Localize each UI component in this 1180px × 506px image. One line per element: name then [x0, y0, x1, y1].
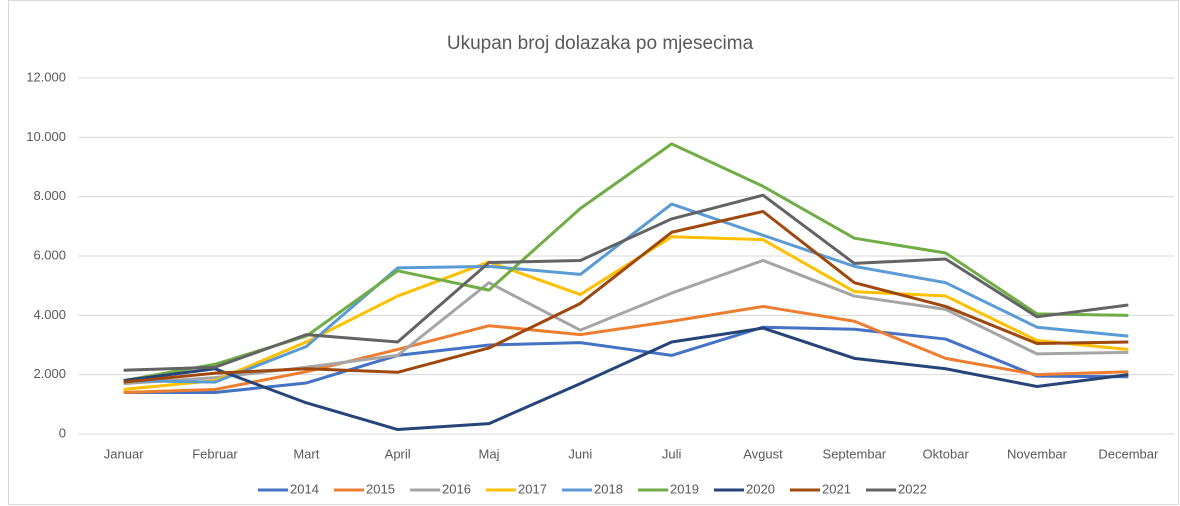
legend-label: 2018	[594, 481, 623, 496]
line-series	[123, 304, 1129, 394]
x-tick-label: Mart	[293, 446, 319, 461]
x-tick-label: Februar	[192, 446, 238, 461]
x-tick-label: Juli	[662, 446, 682, 461]
legend-label: 2022	[898, 481, 927, 496]
legend-label: 2017	[518, 481, 547, 496]
x-tick-label: Januar	[104, 446, 144, 461]
line-series	[123, 235, 1129, 391]
y-tick-label: 10.000	[26, 129, 66, 144]
x-tick-label: Novembar	[1007, 446, 1068, 461]
y-tick-label: 4.000	[33, 307, 66, 322]
y-tick-label: 2.000	[33, 366, 66, 381]
x-tick-label: Oktobar	[923, 446, 970, 461]
y-tick-label: 8.000	[33, 188, 66, 203]
chart-border	[8, 0, 1179, 505]
x-tick-label: Decembar	[1098, 446, 1159, 461]
chart-title: Ukupan broj dolazaka po mjesecima	[447, 33, 754, 54]
x-tick-label: Maj	[479, 446, 500, 461]
line-series	[123, 326, 1129, 432]
legend-label: 2015	[366, 481, 395, 496]
y-tick-label: 6.000	[33, 247, 66, 262]
line-series	[123, 210, 1129, 384]
legend-label: 2020	[746, 481, 775, 496]
legend-label: 2019	[670, 481, 699, 496]
x-tick-label: Avgust	[743, 446, 783, 461]
legend-label: 2016	[442, 481, 471, 496]
line-series	[123, 193, 1129, 372]
x-tick-label: Juni	[568, 446, 592, 461]
y-tick-label: 12.000	[26, 69, 66, 84]
legend-label: 2021	[822, 481, 851, 496]
x-tick-label: Septembar	[823, 446, 887, 461]
line-series	[123, 325, 1129, 394]
x-tick-label: April	[385, 446, 411, 461]
y-tick-label: 0	[59, 425, 66, 440]
legend-label: 2014	[290, 481, 319, 496]
